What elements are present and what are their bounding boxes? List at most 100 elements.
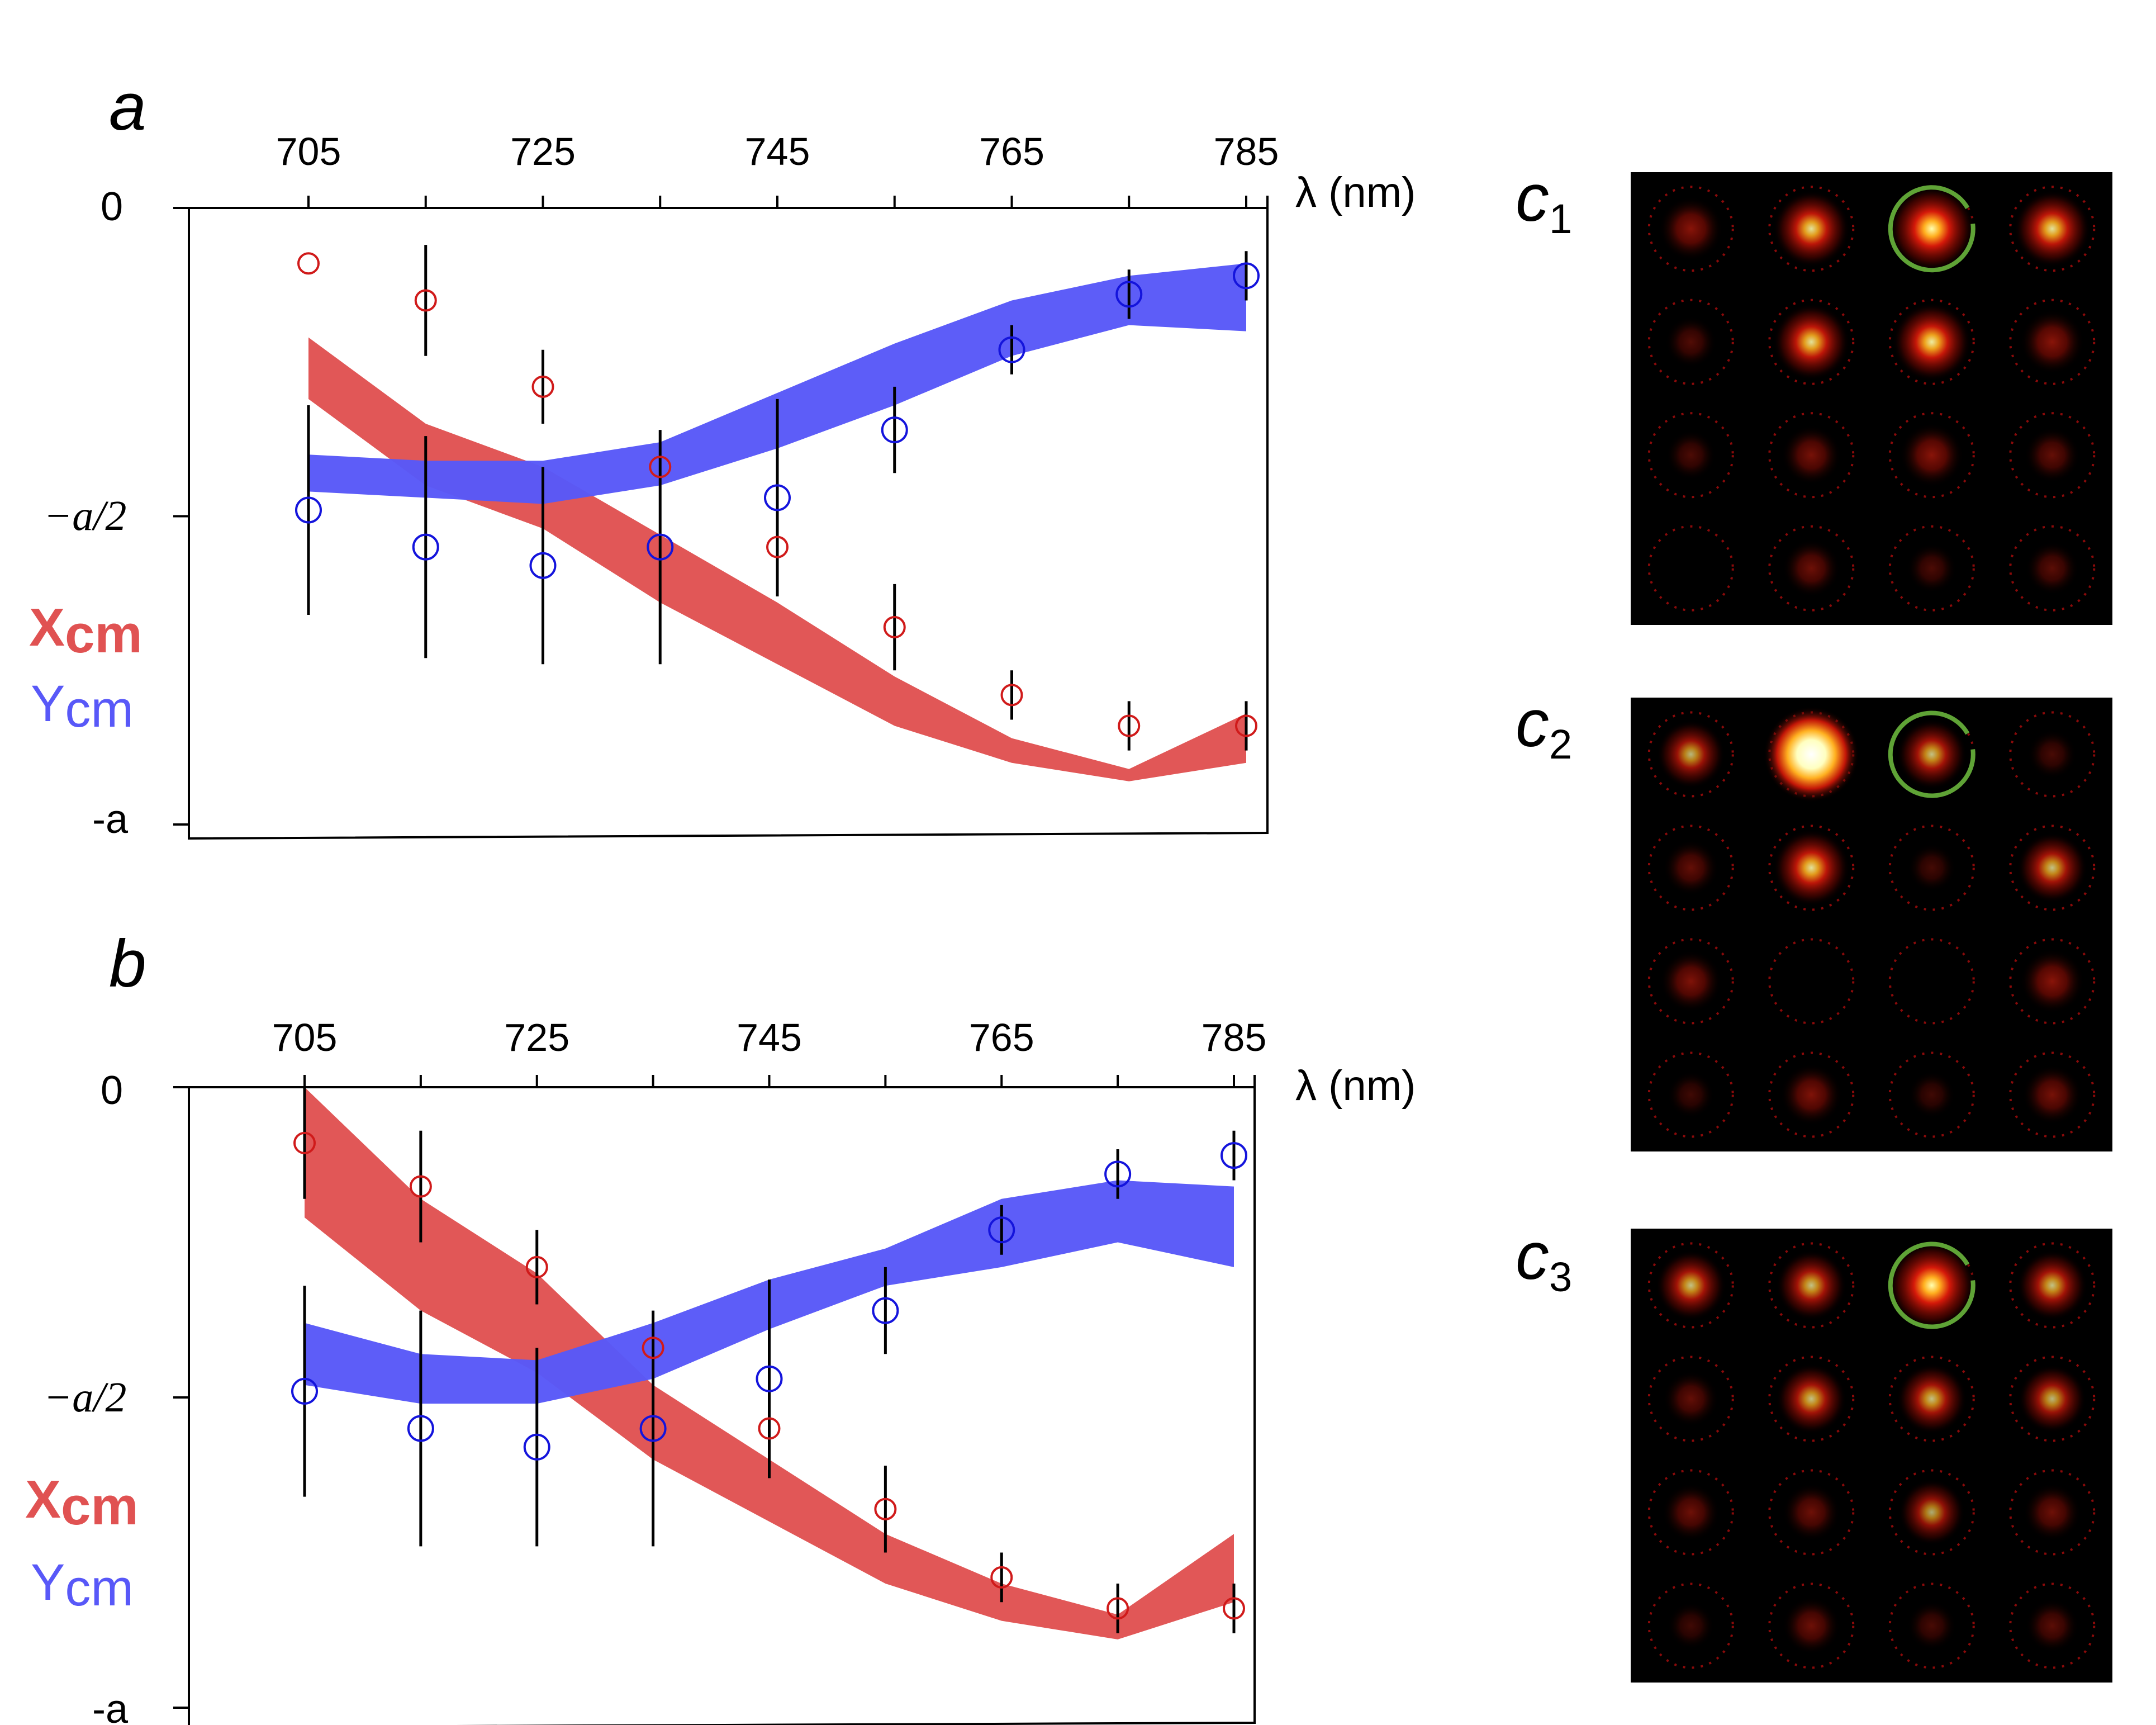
cell-outline	[1888, 298, 1975, 385]
legend-ycm-a-main: Y	[31, 675, 65, 732]
legend-xcm-b-main: X	[25, 1470, 61, 1529]
point-ycm	[988, 1216, 1015, 1244]
cell-outline	[2009, 186, 2096, 272]
intensity-spot	[2023, 1484, 2081, 1541]
point-xcm	[1000, 684, 1023, 707]
panel-a-ytick-0: 0	[101, 184, 123, 229]
cell-outline	[1647, 1051, 1734, 1138]
legend-xcm-a: Xcm	[29, 598, 143, 664]
intensity-spot	[1781, 425, 1841, 485]
point-xcm	[649, 456, 672, 478]
cell-outline	[2009, 1356, 2096, 1442]
point-ycm	[639, 1415, 667, 1442]
cell-outline	[1768, 1356, 1855, 1442]
cell-outline	[2009, 824, 2096, 911]
intensity-spot	[1908, 1071, 1955, 1119]
panel-b-ytick-mid: −a/2	[44, 1374, 126, 1421]
panel-b-label: b	[109, 926, 146, 1001]
intensity-spot	[2024, 427, 2080, 483]
panel-a-ytick-min: -a	[92, 797, 129, 842]
intensity-spot	[2027, 729, 2077, 779]
panel-b-frame	[188, 1086, 1256, 1725]
cell-outline	[1768, 1469, 1855, 1556]
cell-outline	[1647, 525, 1734, 612]
intensity-spot	[1780, 1064, 1842, 1126]
heatmap-label: c3	[1516, 1219, 1572, 1300]
legend-ycm-a-sub: cm	[65, 681, 134, 738]
intensity-spot	[1892, 302, 1972, 382]
point-ycm	[1233, 262, 1260, 290]
panel-b-ytick-min: -a	[92, 1687, 129, 1725]
point-ycm	[1104, 1160, 1132, 1188]
panel-a-legend: Xcm Ycm	[29, 598, 143, 738]
point-xcm	[414, 289, 437, 312]
cell-outline	[1888, 1356, 1975, 1442]
intensity-spot	[1660, 950, 1722, 1012]
cell-outline	[1768, 938, 1855, 1025]
intensity-spot	[2018, 1364, 2087, 1433]
cell-outline	[1768, 412, 1855, 499]
intensity-spot	[1782, 1484, 1840, 1541]
intensity-spot	[1907, 843, 1956, 892]
intensity-spot	[1666, 430, 1716, 480]
heatmap-label: c2	[1516, 686, 1572, 767]
plot-a: 705 725 745 765 785	[173, 130, 1279, 826]
point-ycm	[756, 1365, 783, 1392]
panel-a: a 705 725 745 765 785 λ (nm) 0 −a/2 -a Xcm Y…	[29, 69, 1416, 842]
cell-outline	[2009, 525, 2096, 612]
intensity-spot	[1773, 190, 1850, 267]
cell-outline	[1647, 1356, 1734, 1442]
cell-outline	[2009, 1582, 2096, 1669]
point-ycm	[529, 552, 557, 579]
cell-outline	[2009, 938, 2096, 1025]
cell-outline	[1888, 525, 1975, 612]
heatmap-c1: c1	[1516, 160, 2112, 625]
intensity-spot	[1763, 706, 1859, 803]
cell-outline	[1647, 186, 1734, 272]
cell-outline	[1768, 1242, 1855, 1329]
point-xcm	[642, 1337, 664, 1359]
heatmap-label-sub: 1	[1549, 196, 1572, 242]
intensity-spot	[1773, 304, 1850, 381]
cell-outline	[1768, 1051, 1855, 1138]
cell-outline	[1647, 711, 1734, 798]
intensity-spot	[1896, 1363, 1967, 1434]
heatmap-label: c1	[1516, 160, 1572, 242]
point-xcm	[293, 1131, 316, 1154]
heatmap-label-sub: 2	[1549, 721, 1572, 767]
point-ycm	[523, 1433, 550, 1461]
intensity-spot	[2025, 542, 2079, 595]
heatmap-panels: c1 c2 c3	[1516, 160, 2112, 1683]
intensity-spot	[1776, 1363, 1847, 1434]
panel-b-xlabel: λ (nm)	[1295, 1062, 1416, 1110]
point-ycm	[881, 416, 908, 444]
legend-xcm-a-main: X	[29, 598, 65, 657]
highlight-ring	[1888, 710, 1975, 798]
point-xcm	[766, 535, 789, 558]
point-ycm	[407, 1415, 434, 1442]
x-tick-label: 765	[969, 1016, 1034, 1059]
panel-a-ytick-mid: −a/2	[44, 492, 126, 539]
cell-outline	[1647, 298, 1734, 385]
x-tick-label: 745	[737, 1016, 802, 1059]
x-tick-label: 725	[504, 1016, 569, 1059]
intensity-spot	[2025, 1599, 2079, 1653]
legend-ycm-b-main: Y	[31, 1554, 65, 1611]
legend-xcm-b-sub: cm	[61, 1476, 139, 1536]
cell-outline	[2009, 1469, 2096, 1556]
panel-a-label: a	[109, 69, 146, 144]
panel-b-legend: Xcm Ycm	[25, 1470, 139, 1617]
intensity-spot	[1896, 719, 1967, 790]
cell-outline	[1647, 1242, 1734, 1329]
intensity-spot	[1663, 840, 1719, 895]
point-xcm	[409, 1175, 432, 1198]
intensity-spot	[2020, 310, 2084, 374]
panel-b: b 705 725 745 765 785 λ (nm) 0 −a/2 -a Xcm Y…	[25, 926, 1416, 1725]
cell-outline	[2009, 298, 2096, 385]
legend-xcm-a-sub: cm	[65, 604, 143, 664]
cell-outline	[1888, 412, 1975, 499]
x-tick-label: 765	[979, 130, 1044, 173]
cell-outline	[1647, 412, 1734, 499]
intensity-spot	[1659, 197, 1723, 261]
panel-a-frame	[188, 207, 1269, 840]
